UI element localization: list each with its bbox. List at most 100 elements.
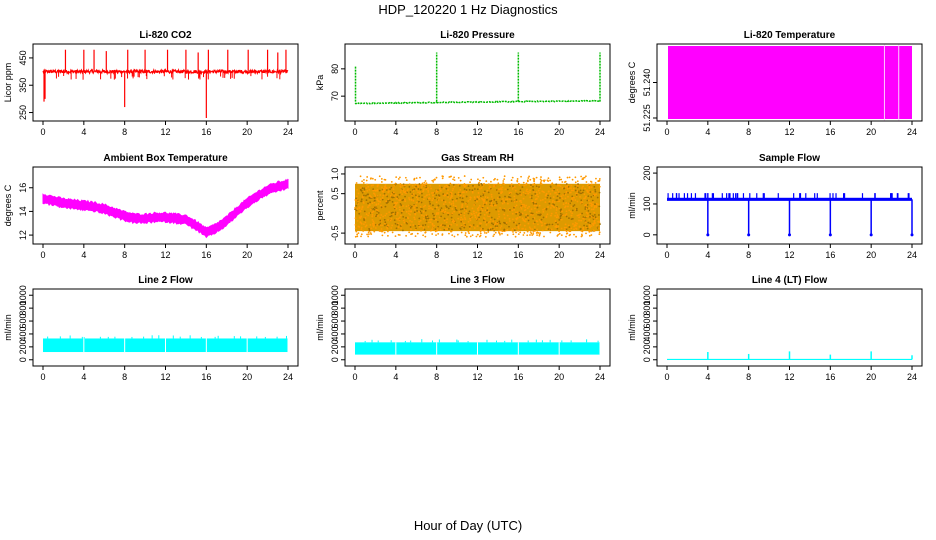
data-point [515,231,517,234]
data-point [491,227,494,230]
data-point [495,200,498,203]
data-point [391,186,394,189]
data-point [356,208,359,211]
data-point [535,191,538,193]
data-point [367,231,370,234]
data-point [447,212,450,215]
data-point [359,210,362,213]
data-point [459,228,462,230]
data-point [445,184,448,187]
data-point [446,218,449,221]
data-point [407,204,410,207]
data-point [408,207,411,210]
data-point [398,199,401,202]
data-point [495,208,498,211]
data-point [533,230,536,232]
data-point [443,211,446,214]
data-point [448,201,451,204]
x-tick-label: 20 [866,372,876,382]
data-point [547,228,550,231]
data-point [508,192,511,195]
data-point [482,192,485,194]
data-point [422,234,425,237]
data-point [454,208,457,211]
data-point [370,184,373,187]
data-point [376,198,379,200]
data-point [508,185,511,187]
data-point [560,195,563,198]
data-point [423,228,426,231]
chart-data-group [355,339,601,355]
data-point [544,194,547,197]
data-point [465,189,468,191]
data-point [516,200,518,203]
data-point [442,203,445,206]
data-point [531,212,534,215]
data-point [531,228,534,231]
data-point [476,207,479,210]
data-point [411,196,414,199]
data-point [482,194,485,197]
data-point [463,216,466,219]
data-point [467,212,470,215]
data-point [416,188,418,191]
data-point [372,188,375,191]
data-point [452,200,455,203]
data-point [360,222,362,224]
data-point [405,234,407,237]
data-point [527,222,530,225]
data-point [534,194,537,197]
data-point [416,232,419,235]
data-point [357,203,360,205]
data-point [390,180,393,183]
data-point [395,193,397,196]
data-point [516,179,519,182]
data-point [448,225,451,227]
data-point [573,204,576,206]
data-point [584,197,587,199]
data-point [495,189,498,191]
data-point [398,216,401,219]
data-point [530,184,532,186]
x-tick-label: 24 [907,127,917,137]
data-point [457,191,460,194]
data-point [582,185,584,188]
y-tick-label: 0.5 [330,187,340,200]
data-point [460,216,463,219]
data-point [477,192,480,194]
data-point [360,233,363,236]
data-point [527,192,530,195]
data-point [438,216,441,219]
data-point [491,198,494,201]
chart-panel-2: Li-820 Pressure 0 4 8 12 16 20 24 70 80 kPa [315,30,611,137]
data-point [574,176,577,179]
data-point [545,192,548,195]
data-point [546,196,549,199]
data-point [450,216,453,219]
data-point [408,210,410,213]
data-point [418,225,421,228]
data-point [399,183,402,185]
data-point [525,216,527,219]
data-point [572,189,575,192]
data-point [461,200,463,203]
data-point [508,217,511,220]
data-point [366,176,369,178]
data-point [422,210,425,213]
data-point [574,189,577,192]
data-point [420,185,423,187]
y-tick-label: 600 [330,314,340,329]
data-point [497,197,499,199]
data-point [511,176,514,179]
data-point [519,213,522,215]
data-point [505,222,508,224]
data-point [543,179,546,182]
x-tick-label: 12 [472,250,482,260]
data-point [494,184,497,186]
y-axis-label: ml/min [315,314,325,341]
data-point [424,195,426,198]
data-point [553,188,556,191]
data-point [476,233,479,236]
data-point [523,220,526,223]
x-tick-label: 20 [554,127,564,137]
